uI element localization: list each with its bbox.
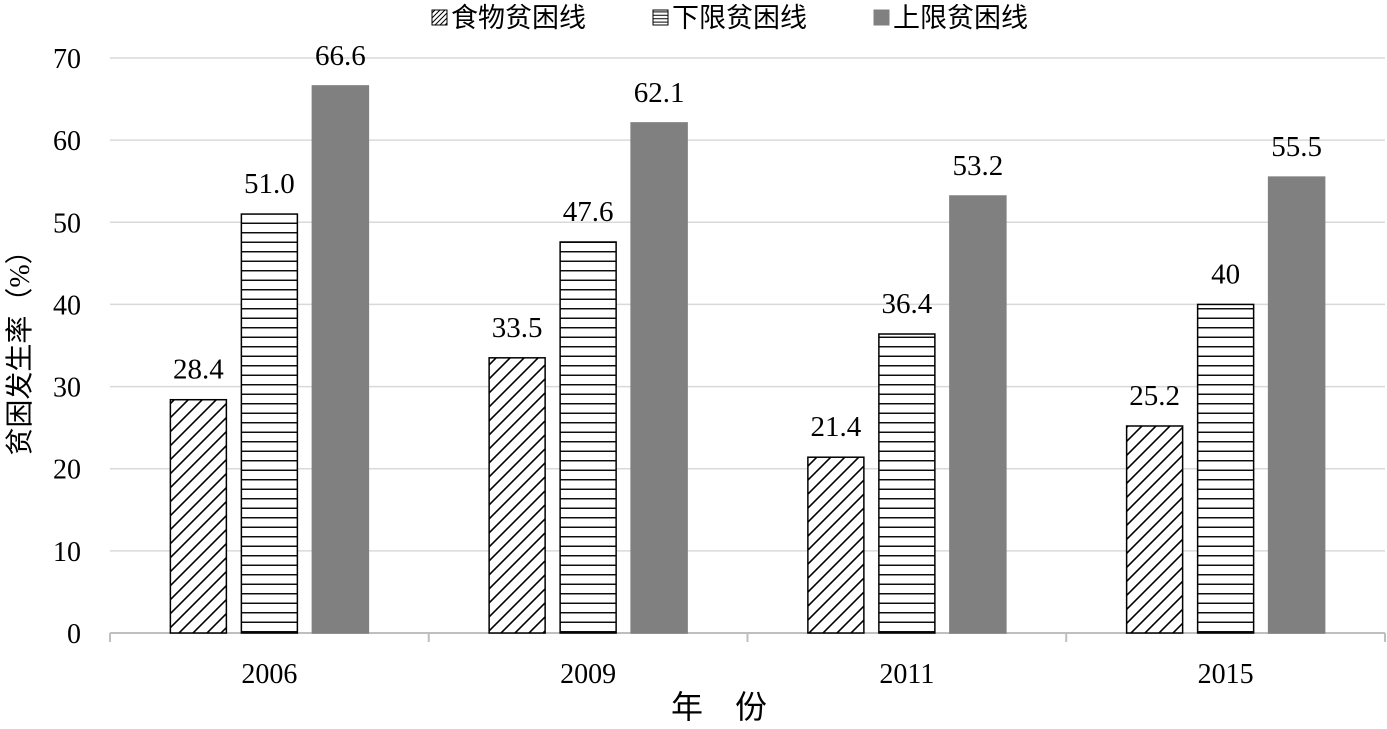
data-label: 40 [1211, 258, 1240, 290]
data-labels: 28.4 51.0 66.6 33.5 47.6 62.1 21.4 36.4 53.2 25.2… [173, 40, 1322, 443]
legend: 食物贫困线 下限贫困线 上限贫困线 [431, 3, 1028, 33]
bar-upper-poverty-line [949, 195, 1007, 634]
bar-upper-poverty-line [630, 122, 688, 634]
data-label: 21.4 [811, 411, 862, 443]
bars [169, 85, 1326, 634]
legend-label-lower-poverty-line: 下限贫困线 [672, 3, 807, 33]
data-label: 51.0 [244, 168, 295, 200]
legend-label-food-poverty-line: 食物贫困线 [451, 3, 586, 33]
legend-swatch-lower-poverty-line [652, 9, 669, 26]
x-tick-label: 2011 [879, 659, 934, 690]
bar-food-poverty-line [807, 456, 865, 634]
data-label: 28.4 [173, 354, 224, 386]
bar-food-poverty-line [488, 357, 546, 634]
y-tick-label: 10 [53, 537, 81, 568]
data-label: 55.5 [1271, 131, 1322, 163]
bar-lower-poverty-line [1196, 303, 1255, 634]
bar-food-poverty-line [1125, 425, 1184, 634]
y-tick-label: 20 [53, 455, 81, 486]
bar-lower-poverty-line [559, 241, 617, 634]
bar-food-poverty-line [169, 398, 228, 634]
x-tick-label: 2009 [560, 659, 616, 690]
gridlines [110, 57, 1385, 552]
y-tick-label: 40 [53, 290, 81, 321]
legend-label-upper-poverty-line: 上限贫困线 [893, 3, 1028, 33]
bar-upper-poverty-line [311, 85, 370, 634]
data-label: 47.6 [563, 196, 614, 228]
x-tick-label: 2015 [1198, 659, 1254, 690]
bar-lower-poverty-line [878, 333, 936, 634]
y-tick-label: 50 [53, 208, 81, 239]
data-label: 53.2 [953, 150, 1004, 182]
y-tick-label: 60 [53, 126, 81, 157]
bar-upper-poverty-line [1267, 176, 1326, 634]
axes [109, 632, 1386, 642]
data-label: 66.6 [315, 40, 366, 72]
legend-swatch-upper-poverty-line [873, 9, 890, 26]
x-tick-label: 2006 [241, 659, 297, 690]
data-label: 33.5 [492, 312, 543, 344]
data-label: 25.2 [1129, 380, 1180, 412]
y-tick-label: 30 [53, 373, 81, 404]
x-axis-title: 年 份 [671, 689, 767, 724]
data-label: 36.4 [882, 288, 933, 320]
bar-lower-poverty-line [240, 213, 299, 634]
y-tick-label: 70 [53, 44, 81, 75]
y-axis-title: 贫困发生率（%） [4, 236, 36, 455]
tick-labels: 0 10 20 30 40 50 60 70 2006 2009 2011 2015 [53, 44, 1254, 690]
legend-swatch-food-poverty-line [431, 9, 448, 26]
y-tick-label: 0 [67, 619, 81, 650]
data-label: 62.1 [634, 77, 685, 109]
